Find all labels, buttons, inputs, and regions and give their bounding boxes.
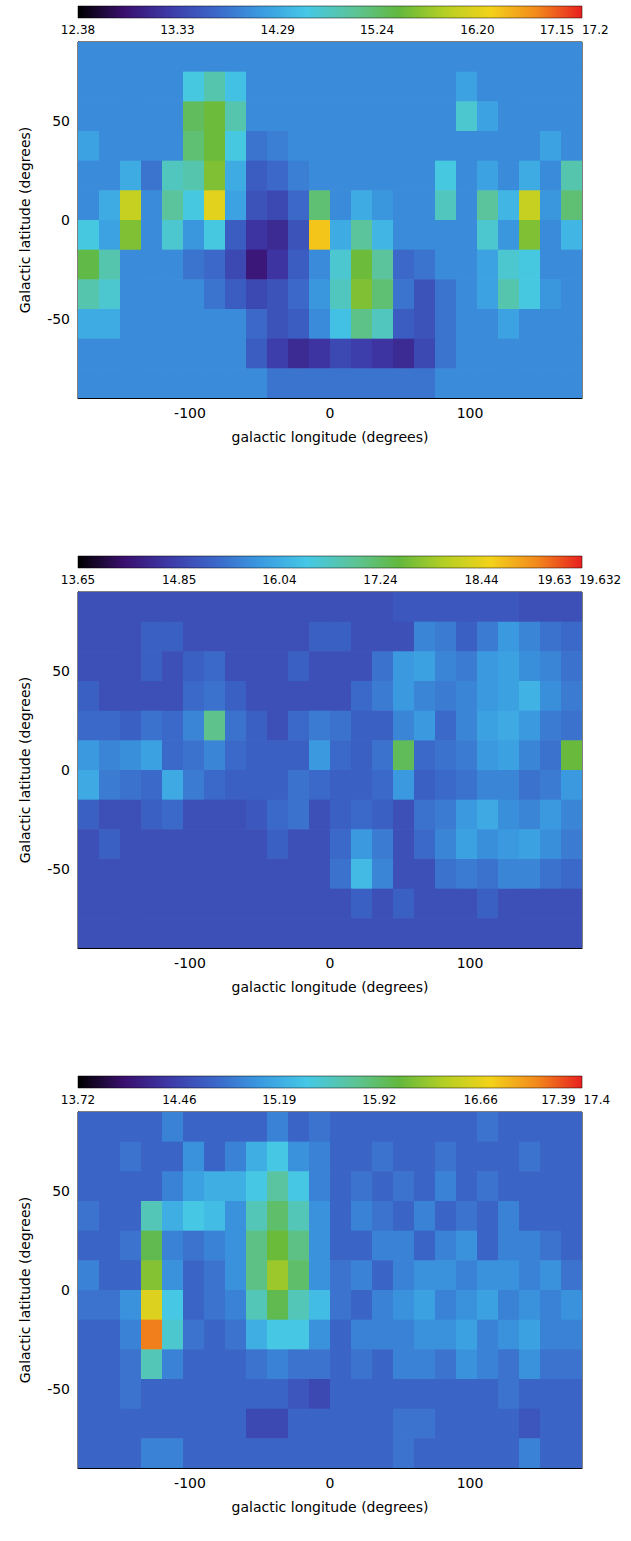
svg-text:14.29: 14.29 [261, 23, 295, 37]
svg-text:16.20: 16.20 [460, 23, 494, 37]
svg-text:-50: -50 [47, 311, 70, 327]
svg-text:100: 100 [457, 405, 484, 421]
svg-text:15.92: 15.92 [362, 1093, 396, 1107]
svg-text:-50: -50 [47, 1381, 70, 1397]
svg-text:0: 0 [326, 955, 335, 971]
svg-text:17.24: 17.24 [363, 573, 397, 587]
svg-text:100: 100 [457, 955, 484, 971]
svg-text:17.39: 17.39 [541, 1093, 575, 1107]
svg-text:-50: -50 [47, 861, 70, 877]
svg-text:-100: -100 [174, 1475, 206, 1491]
svg-text:galactic longitude (degrees): galactic longitude (degrees) [232, 1499, 429, 1515]
svg-text:100: 100 [457, 1475, 484, 1491]
svg-text:-100: -100 [174, 405, 206, 421]
svg-text:50: 50 [52, 113, 70, 129]
svg-text:50: 50 [52, 1183, 70, 1199]
svg-text:19.63: 19.63 [537, 573, 571, 587]
svg-text:16.66: 16.66 [463, 1093, 497, 1107]
svg-text:18.44: 18.44 [464, 573, 498, 587]
svg-text:50: 50 [52, 663, 70, 679]
svg-text:Galactic latitude (degrees): Galactic latitude (degrees) [17, 1197, 33, 1384]
svg-text:15.24: 15.24 [360, 23, 394, 37]
svg-text:0: 0 [326, 1475, 335, 1491]
svg-text:13.33: 13.33 [160, 23, 194, 37]
svg-text:17.15: 17.15 [540, 23, 574, 37]
svg-text:15.19: 15.19 [262, 1093, 296, 1107]
svg-text:14.46: 14.46 [162, 1093, 196, 1107]
svg-text:0: 0 [61, 1282, 70, 1298]
svg-text:14.85: 14.85 [162, 573, 196, 587]
svg-text:12.38: 12.38 [61, 23, 95, 37]
svg-text:0: 0 [326, 405, 335, 421]
svg-text:0: 0 [61, 762, 70, 778]
svg-text:17.4: 17.4 [583, 1093, 610, 1107]
svg-text:19.632: 19.632 [579, 573, 621, 587]
svg-text:-100: -100 [174, 955, 206, 971]
svg-text:galactic longitude (degrees): galactic longitude (degrees) [232, 429, 429, 445]
svg-text:13.72: 13.72 [61, 1093, 95, 1107]
svg-text:16.04: 16.04 [262, 573, 296, 587]
svg-text:Galactic latitude (degrees): Galactic latitude (degrees) [17, 677, 33, 864]
svg-text:17.2: 17.2 [582, 23, 609, 37]
svg-text:galactic longitude (degrees): galactic longitude (degrees) [232, 979, 429, 995]
svg-text:Galactic latitude (degrees): Galactic latitude (degrees) [17, 127, 33, 314]
svg-text:0: 0 [61, 212, 70, 228]
svg-text:13.65: 13.65 [61, 573, 95, 587]
